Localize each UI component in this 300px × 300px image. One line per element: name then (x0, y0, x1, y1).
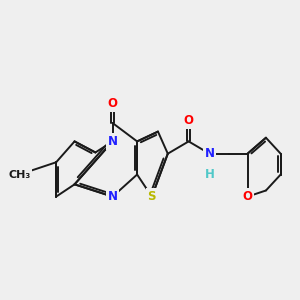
Text: S: S (148, 190, 156, 203)
Text: H: H (205, 168, 214, 181)
Text: O: O (184, 114, 194, 127)
Text: N: N (205, 147, 214, 160)
Text: N: N (108, 135, 118, 148)
Text: N: N (108, 190, 118, 203)
Text: CH₃: CH₃ (8, 169, 31, 179)
Text: O: O (108, 97, 118, 110)
Text: O: O (242, 190, 253, 203)
